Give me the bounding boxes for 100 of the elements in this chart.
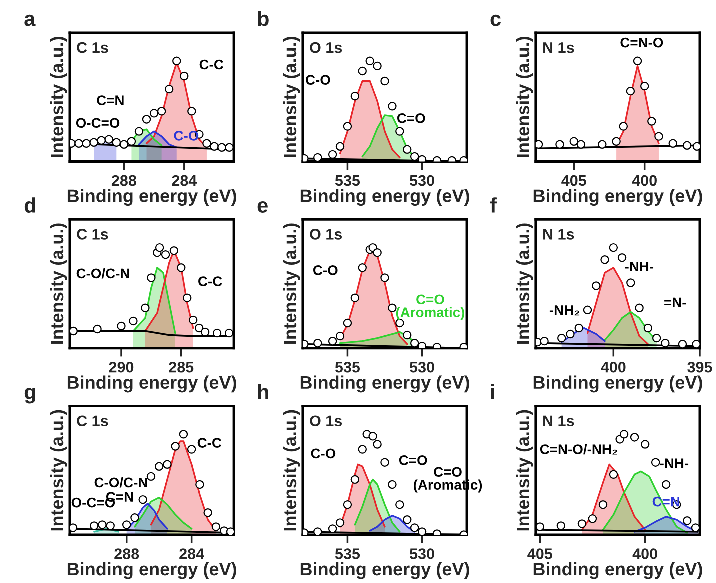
- point: [196, 480, 204, 490]
- point: [557, 334, 566, 343]
- point: [164, 84, 174, 94]
- point: [598, 140, 607, 149]
- point: [566, 330, 575, 339]
- point: [212, 522, 221, 532]
- point: [668, 139, 678, 148]
- chart-title: f: [490, 198, 497, 213]
- point: [82, 139, 91, 148]
- x-tick-label: 400: [601, 362, 626, 373]
- point: [172, 56, 182, 66]
- point: [314, 528, 322, 535]
- point: [598, 500, 608, 510]
- point: [373, 62, 382, 71]
- point: [202, 139, 212, 148]
- x-tick-label: 535: [335, 548, 360, 560]
- point: [343, 500, 352, 510]
- x-axis-title: Binding energy (eV): [300, 189, 470, 206]
- point: [692, 142, 700, 151]
- series-label: C-O: [313, 266, 338, 276]
- text: C=O: [399, 456, 428, 466]
- point: [388, 304, 397, 312]
- point: [678, 340, 688, 348]
- x-tick-label: 284: [172, 175, 198, 186]
- point: [609, 470, 618, 480]
- y-axis-title: Intensity (a.u.): [516, 224, 534, 344]
- chart-subtitle: C 1s: [77, 416, 108, 427]
- point: [366, 56, 374, 66]
- point: [336, 142, 345, 151]
- y-axis-title: Intensity (a.u.): [50, 224, 68, 344]
- point: [574, 324, 584, 333]
- point: [350, 475, 360, 484]
- point: [626, 278, 636, 288]
- chart-subtitle: N 1s: [544, 229, 574, 240]
- point: [619, 122, 628, 131]
- x-tick-label: 290: [109, 362, 134, 373]
- x-axis-title: Binding energy (eV): [300, 376, 470, 393]
- x-axis-title: Binding energy (eV): [68, 376, 236, 393]
- point: [343, 122, 352, 131]
- y-axis-title: Intensity (a.u.): [283, 224, 300, 344]
- point: [418, 155, 427, 162]
- point: [218, 143, 226, 152]
- chart-subtitle: C 1s: [77, 42, 108, 54]
- series-label: C-C: [200, 60, 224, 70]
- point: [661, 338, 670, 348]
- point: [410, 524, 420, 532]
- point: [171, 442, 180, 451]
- point: [644, 324, 653, 333]
- x-tick-label: 288: [112, 175, 136, 186]
- x-axis-title: Binding energy (eV): [68, 189, 236, 206]
- point: [138, 495, 148, 504]
- point: [536, 140, 544, 149]
- point: [141, 304, 150, 312]
- point: [146, 472, 156, 482]
- point: [380, 458, 390, 467]
- x-axis-title: Binding energy (eV): [68, 562, 236, 580]
- point: [373, 440, 382, 449]
- point: [314, 338, 322, 348]
- series-label: O-C=O: [76, 118, 120, 128]
- x-tick-label: 405: [528, 548, 552, 560]
- chart-title: a: [24, 14, 36, 26]
- point: [179, 430, 188, 439]
- series-label: -NH-: [660, 458, 689, 468]
- point: [683, 516, 692, 526]
- series-label: -NH-: [625, 262, 654, 272]
- chart-subtitle: O 1s: [310, 229, 342, 240]
- x-tick-label: 400: [632, 175, 657, 186]
- point: [177, 264, 186, 272]
- point: [626, 86, 636, 96]
- series-label: C-C: [198, 276, 222, 286]
- point: [410, 338, 420, 348]
- series-label: =N-: [664, 298, 686, 308]
- chart-subtitle: O 1s: [310, 42, 342, 54]
- point: [226, 528, 234, 535]
- point: [662, 480, 671, 490]
- point: [654, 132, 664, 141]
- point: [612, 137, 621, 146]
- point: [403, 145, 412, 154]
- point: [70, 326, 78, 336]
- chart-subtitle: N 1s: [544, 42, 574, 54]
- point: [130, 514, 140, 522]
- point: [635, 304, 644, 312]
- point: [640, 440, 650, 449]
- point: [380, 274, 390, 282]
- chart-subtitle: N 1s: [544, 416, 574, 427]
- point: [600, 256, 610, 264]
- y-axis-title: Intensity (a.u.): [283, 37, 300, 158]
- point: [212, 328, 222, 338]
- point: [104, 135, 114, 144]
- point: [188, 316, 198, 325]
- x-tick-label: 530: [410, 175, 434, 186]
- point: [620, 430, 629, 439]
- point: [336, 518, 345, 528]
- point: [358, 264, 367, 272]
- point: [336, 332, 345, 341]
- point: [583, 306, 592, 315]
- chart-title: g: [24, 388, 36, 404]
- point: [373, 248, 382, 258]
- series-label: C-C: [198, 438, 222, 448]
- x-tick-label: 530: [410, 548, 434, 560]
